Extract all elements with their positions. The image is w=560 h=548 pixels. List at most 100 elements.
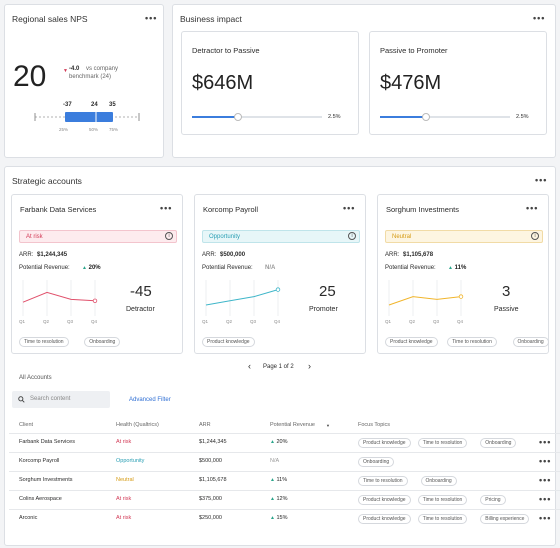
boxplot-axis-75: 75%: [109, 127, 119, 132]
focus-topic-pill[interactable]: Product knowledge: [202, 337, 255, 347]
column-header-focus-topics[interactable]: Focus Topics: [358, 422, 390, 428]
potential-revenue-text: N/A: [265, 265, 276, 271]
row-more-options-icon[interactable]: •••: [539, 513, 552, 523]
focus-topic-pill[interactable]: Time to resolution: [417, 514, 468, 524]
focus-topic-pill[interactable]: Onboarding: [420, 476, 457, 486]
quarter-label: Q4: [91, 319, 98, 324]
client-name[interactable]: Arconic: [19, 515, 38, 521]
focus-topic-pill[interactable]: Onboarding: [358, 457, 395, 467]
client-name[interactable]: Colins Aerospace: [19, 496, 62, 502]
focus-topic-pill[interactable]: Product knowledge: [358, 495, 411, 505]
impact-progress-handle[interactable]: [421, 113, 430, 121]
table-row[interactable]: Colins Aerospace At risk $375,000 ▲ 12% Prod…: [9, 490, 560, 509]
client-name[interactable]: Farbank Data Services: [19, 439, 75, 445]
search-input[interactable]: Search content: [12, 391, 110, 408]
nps-boxplot: [34, 112, 140, 122]
boxplot-label-median: 24: [91, 102, 98, 108]
more-options-icon[interactable]: •••: [526, 203, 539, 213]
potential-revenue-text: 11%: [454, 265, 467, 271]
impact-subcard-detractor[interactable]: Detractor to Passive $646M 2.5%: [181, 31, 359, 135]
potential-revenue-text: 20%: [276, 439, 288, 445]
arr-value: $500,000: [220, 252, 246, 258]
more-options-icon[interactable]: •••: [145, 13, 158, 23]
info-icon[interactable]: i: [531, 232, 539, 240]
table-row[interactable]: Korcomp Payroll Opportunity $500,000 N/A Onb…: [9, 452, 560, 471]
focus-topic-pill[interactable]: Product knowledge: [358, 438, 411, 448]
column-header-arr[interactable]: ARR: [199, 422, 211, 428]
health-status: At risk: [116, 496, 132, 502]
client-name[interactable]: Korcomp Payroll: [19, 458, 60, 464]
column-header-client[interactable]: Client: [19, 422, 34, 428]
arr-value: $1,244,345: [199, 439, 227, 445]
focus-topic-pill[interactable]: Time to resolution: [417, 495, 468, 505]
status-label: Opportunity: [209, 234, 241, 240]
pagination-next-icon[interactable]: ›: [308, 361, 311, 371]
table-row[interactable]: Farbank Data Services At risk $1,244,345 ▲ …: [9, 433, 560, 452]
more-options-icon[interactable]: •••: [343, 203, 356, 213]
focus-topic-pill[interactable]: Time to resolution: [19, 337, 69, 347]
focus-topic-pill[interactable]: Onboarding: [84, 337, 121, 347]
boxplot-axis-50: 50%: [89, 127, 99, 132]
nps-category: Detractor: [126, 306, 155, 313]
impact-subcard-title: Passive to Promoter: [380, 46, 448, 55]
account-card[interactable]: Korcomp Payroll ••• Opportunity i ARR: $500,0…: [194, 194, 366, 354]
impact-subcard-passive[interactable]: Passive to Promoter $476M 2.5%: [369, 31, 547, 135]
focus-topic-pill[interactable]: Time to resolution: [447, 337, 497, 347]
sparkline-line: [388, 296, 462, 306]
row-more-options-icon[interactable]: •••: [539, 437, 552, 447]
client-name[interactable]: Sorghum Investments: [19, 477, 73, 483]
focus-topic-pill[interactable]: Product knowledge: [358, 514, 411, 524]
focus-topic-pill[interactable]: Time to resolution: [417, 438, 468, 448]
more-options-icon[interactable]: •••: [535, 175, 548, 185]
focus-topic-pill[interactable]: Time to resolution: [358, 476, 408, 486]
potential-revenue-label: Potential Revenue:: [19, 265, 70, 271]
trend-up-icon: ▲: [270, 496, 275, 502]
potential-revenue-cell: ▲ 12%: [270, 496, 288, 502]
trend-sparkline: [388, 280, 464, 316]
nps-card: Regional sales NPS ••• 20 ▼ -4.0 vs comp…: [4, 4, 164, 158]
more-options-icon[interactable]: •••: [160, 203, 173, 213]
more-options-icon[interactable]: •••: [533, 13, 546, 23]
advanced-filter-link[interactable]: Advanced Filter: [129, 397, 171, 403]
table-row[interactable]: Arconic At risk $250,000 ▲ 15% Product knowl…: [9, 509, 560, 528]
quarter-label: Q3: [67, 319, 74, 324]
potential-revenue-cell: ▲ 11%: [270, 477, 287, 483]
table-row[interactable]: Sorghum Investments Neutral $1,105,678 ▲ 11…: [9, 471, 560, 490]
quarter-label: Q2: [226, 319, 233, 324]
quarter-label: Q3: [433, 319, 440, 324]
column-header-health[interactable]: Health (Qualtrics): [116, 422, 159, 428]
arr-value: $1,105,678: [199, 477, 227, 483]
account-card[interactable]: Sorghum Investments ••• Neutral i ARR: $1,105…: [377, 194, 549, 354]
boxplot-axis-25: 25%: [59, 127, 69, 132]
nps-delta-text: vs company: [86, 66, 119, 72]
impact-progress-handle[interactable]: [233, 113, 242, 121]
row-more-options-icon[interactable]: •••: [539, 456, 552, 466]
sparkline-point: [458, 294, 464, 299]
column-header-potential-revenue[interactable]: Potential Revenue: [270, 422, 315, 428]
focus-topic-pill[interactable]: Product knowledge: [385, 337, 438, 347]
arr-label: ARR:: [19, 252, 34, 258]
info-icon[interactable]: i: [165, 232, 173, 240]
potential-revenue-value: ▲ 20%: [82, 265, 101, 271]
info-icon[interactable]: i: [348, 232, 356, 240]
focus-topic-pill[interactable]: Billing experience: [480, 514, 530, 524]
focus-topic-pill[interactable]: Pricing: [480, 495, 506, 505]
quarter-label: Q2: [43, 319, 50, 324]
quarter-label: Q3: [250, 319, 257, 324]
pagination-prev-icon[interactable]: ‹: [248, 361, 251, 371]
nps-score: 25: [319, 283, 336, 300]
quarter-label: Q4: [274, 319, 281, 324]
nps-delta: -4.0: [69, 66, 80, 72]
row-more-options-icon[interactable]: •••: [539, 475, 552, 485]
account-card[interactable]: Farbank Data Services ••• At risk i ARR: $1,2…: [11, 194, 183, 354]
quarter-label: Q1: [19, 319, 26, 324]
focus-topic-pill[interactable]: Onboarding: [480, 438, 517, 448]
row-more-options-icon[interactable]: •••: [539, 494, 552, 504]
sparkline-line: [22, 291, 96, 303]
focus-topic-pill[interactable]: Onboarding: [512, 337, 549, 347]
impact-progress-pct: 2.5%: [328, 114, 341, 120]
arr-value: $250,000: [199, 515, 222, 521]
health-status: At risk: [116, 515, 132, 521]
sort-desc-icon[interactable]: ▼: [326, 423, 330, 428]
quarter-label: Q4: [457, 319, 464, 324]
